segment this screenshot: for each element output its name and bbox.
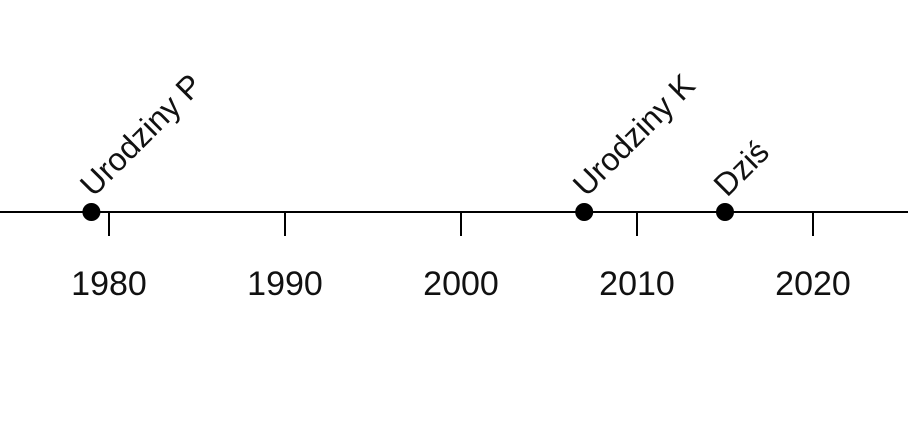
x-tick-label-2000: 2000 <box>423 265 499 303</box>
x-tick-label-2020: 2020 <box>775 265 851 303</box>
event-point-0 <box>82 203 101 221</box>
x-axis-ticks: 1980 1990 2000 2010 2020 <box>71 212 851 303</box>
event-point-2 <box>716 203 734 221</box>
event-label-1: Urodziny K <box>566 67 702 203</box>
event-label-2: Dziś <box>706 133 775 202</box>
x-tick-label-2010: 2010 <box>599 265 675 303</box>
event-labels: Urodziny P Urodziny K Dziś <box>73 67 776 203</box>
x-tick-label-1980: 1980 <box>71 265 147 303</box>
event-point-1 <box>575 203 594 221</box>
x-tick-label-1990: 1990 <box>247 265 323 303</box>
event-points <box>82 203 734 221</box>
event-label-0: Urodziny P <box>73 67 209 203</box>
